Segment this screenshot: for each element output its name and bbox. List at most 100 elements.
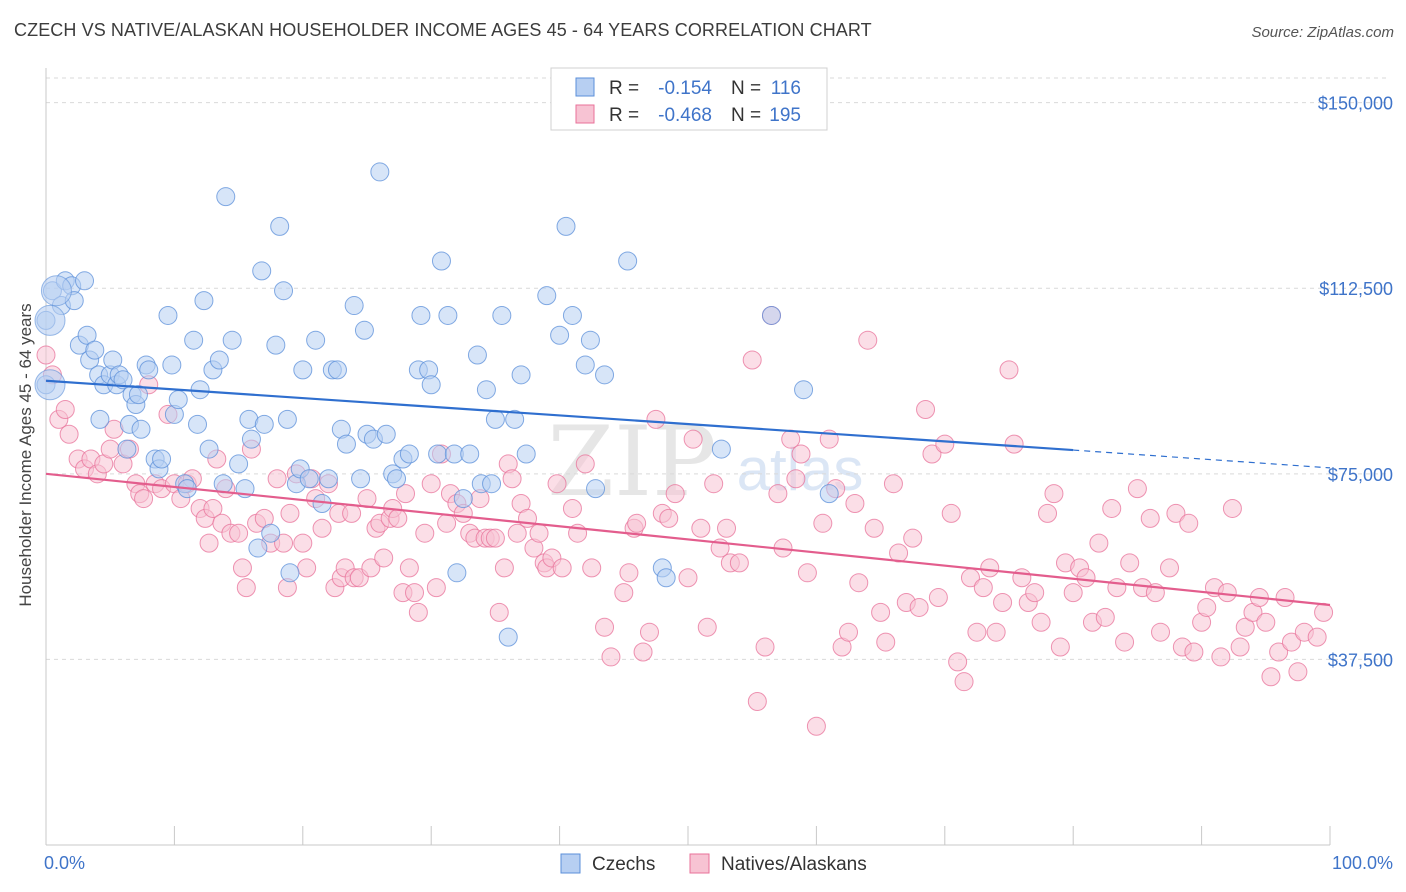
native-point [1307,627,1327,647]
native-point [489,602,509,622]
czech-point [595,365,615,385]
native-point [575,454,595,474]
czech-point [131,419,151,439]
legend-natives-label: Natives/Alaskans [721,854,867,875]
native-point [1120,553,1140,573]
czech-point [270,216,290,236]
native-point [55,399,75,419]
czech-point [229,454,249,474]
czech-point [550,325,570,345]
native-point [582,558,602,578]
native-point [768,484,788,504]
source-label: Source: ZipAtlas.com [1251,24,1394,41]
native-point [849,573,869,593]
czech-point [162,355,182,375]
czech-point [280,563,300,583]
legend-n-value: 195 [769,105,801,126]
legend-czechs-label: Czechs [592,854,655,875]
native-point [627,513,647,533]
czech-point [199,439,219,459]
native-point [59,424,79,444]
native-point [485,528,505,548]
czech-point [618,251,638,271]
native-point [1140,508,1160,528]
czech-point [482,474,502,494]
native-point [601,647,621,667]
native-point [678,568,698,588]
native-point [1211,647,1231,667]
native-point [494,558,514,578]
czech-point [537,286,557,306]
native-point [691,518,711,538]
native-point [619,563,639,583]
czech-point [168,390,188,410]
native-point [1127,479,1147,499]
native-point [973,578,993,598]
czech-point [580,330,600,350]
y-tick-label: $75,000 [1328,465,1393,485]
native-point [704,474,724,494]
native-point [1269,642,1289,662]
legend-n-label: N = [731,105,761,126]
czech-point [453,489,473,509]
natives-trend-line [45,472,1331,607]
native-point [293,533,313,553]
czech-point [460,444,480,464]
native-point [1197,597,1217,617]
native-point [1050,637,1070,657]
czech-point [117,439,137,459]
native-point [941,503,961,523]
native-point [1031,612,1051,632]
native-point [791,444,811,464]
native-point [502,469,522,489]
native-point [405,583,425,603]
czechs-points [34,162,839,647]
native-point [1012,568,1032,588]
native-point [954,672,974,692]
native-point [529,523,549,543]
czech-point [158,305,178,325]
native-point [1314,602,1334,622]
series-legend [560,853,710,874]
czech-point [505,409,525,429]
legend-r-label: R = [609,78,639,99]
native-point [797,563,817,583]
czech-point-large [40,275,72,307]
czech-point [344,296,364,316]
native-point [747,691,767,711]
native-point [967,622,987,642]
czech-point [194,291,214,311]
czech-point [254,414,274,434]
czech-point [485,409,505,429]
y-tick-label: $150,000 [1318,94,1393,114]
native-point [909,597,929,617]
czech-point [476,380,496,400]
native-point [388,508,408,528]
czech-point [819,484,839,504]
native-point [1151,622,1171,642]
native-point [845,494,865,514]
chart-title: CZECH VS NATIVE/ALASKAN HOUSEHOLDER INCO… [14,20,872,40]
native-point [267,469,287,489]
native-point [1184,642,1204,662]
czech-point-large [34,369,66,401]
czech-point-large [34,304,66,336]
czech-point [586,479,606,499]
native-point [659,508,679,528]
czech-point [447,563,467,583]
native-point [421,474,441,494]
native-point [986,622,1006,642]
native-point [1281,632,1301,652]
native-point [1160,558,1179,578]
czech-point [399,444,419,464]
czech-point [411,305,431,325]
native-point [1222,498,1242,518]
x-tick-label-min: 0.0% [44,853,85,873]
native-point [876,632,896,652]
czech-point [511,365,531,385]
native-point [426,578,446,598]
native-point [1076,568,1096,588]
native-point [437,513,457,533]
czech-point [327,360,347,380]
legend-r-value: -0.468 [658,105,712,126]
